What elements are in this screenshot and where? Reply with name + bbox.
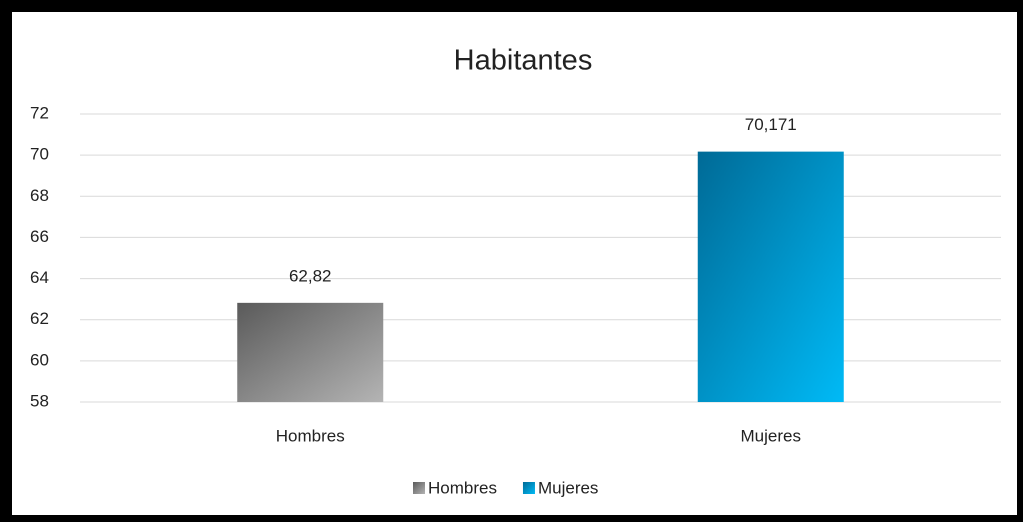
y-tick-label: 62 bbox=[30, 309, 49, 328]
y-tick-label: 64 bbox=[30, 268, 49, 287]
chart-background bbox=[12, 12, 1017, 515]
y-tick-label: 58 bbox=[30, 391, 49, 410]
chart-title: Habitantes bbox=[454, 45, 593, 77]
data-label: 70,171 bbox=[745, 115, 797, 134]
legend-swatch bbox=[522, 482, 535, 494]
y-tick-label: 70 bbox=[30, 145, 49, 164]
legend-label: Mujeres bbox=[538, 478, 598, 497]
bar bbox=[697, 151, 844, 402]
legend-label: Hombres bbox=[428, 478, 497, 497]
y-tick-label: 60 bbox=[30, 350, 49, 369]
y-tick-label: 68 bbox=[30, 186, 49, 205]
bar bbox=[237, 302, 384, 402]
y-tick-label: 66 bbox=[30, 227, 49, 246]
legend-swatch bbox=[413, 482, 425, 494]
x-tick-label: Mujeres bbox=[741, 426, 801, 445]
x-tick-label: Hombres bbox=[276, 426, 345, 445]
y-tick-label: 72 bbox=[30, 103, 49, 122]
data-label: 62,82 bbox=[289, 266, 332, 285]
